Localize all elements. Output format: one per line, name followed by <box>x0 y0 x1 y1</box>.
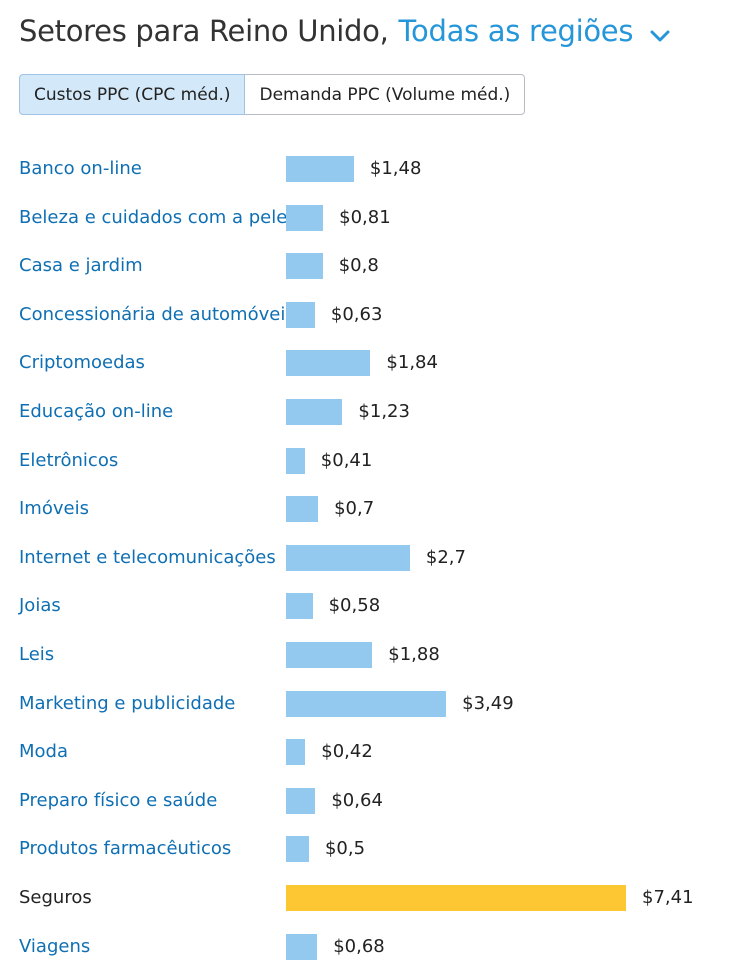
sector-row: Moda $0,42 <box>0 729 750 778</box>
sector-label[interactable]: Educação on-line <box>19 401 174 422</box>
page-header: Setores para Reino Unido, Todas as regiõ… <box>19 14 671 48</box>
sector-bar <box>286 933 318 960</box>
sector-label[interactable]: Beleza e cuidados com a pele <box>19 206 288 228</box>
sector-row: Leis $1,88 <box>0 632 750 681</box>
sector-bar <box>286 350 371 377</box>
sector-value-label: $1,23 <box>358 401 410 422</box>
sector-value-label: $0,41 <box>320 449 373 471</box>
sector-bar <box>286 156 354 182</box>
sector-row: Viagens $0,68 <box>0 924 750 972</box>
sector-row: Beleza e cuidados com a pele $0,81 <box>0 195 750 244</box>
sector-bar <box>286 739 306 766</box>
tab-ppc-costs[interactable]: Custos PPC (CPC méd.) <box>19 74 246 115</box>
sector-row: Educação on-line $1,23 <box>0 389 750 438</box>
sector-label[interactable]: Preparo físico e saúde <box>19 789 218 811</box>
sector-value-label: $0,81 <box>339 206 391 228</box>
sector-label[interactable]: Produtos farmacêuticos <box>19 838 232 860</box>
sector-row: Internet e telecomunicações $2,7 <box>0 535 750 584</box>
region-dropdown[interactable]: Todas as regiões <box>399 14 672 48</box>
sector-row: Preparo físico e saúde $0,64 <box>0 778 750 827</box>
tab-ppc-demand-label: Demanda PPC (Volume méd.) <box>259 84 511 105</box>
sector-label[interactable]: Joias <box>19 595 61 617</box>
sector-row: Imóveis $0,7 <box>0 486 750 535</box>
sector-row: Seguros $7,41 <box>0 875 750 924</box>
chevron-down-icon <box>649 20 671 42</box>
sector-row: Eletrônicos $0,41 <box>0 438 750 487</box>
sector-row: Concessionária de automóveis $0,63 <box>0 292 750 341</box>
sector-bar <box>286 496 319 523</box>
sector-row: Produtos farmacêuticos $0,5 <box>0 826 750 875</box>
sector-bar <box>286 301 315 328</box>
sector-label[interactable]: Criptomoedas <box>19 352 145 374</box>
sector-value-label: $0,64 <box>331 789 383 811</box>
sector-bar <box>286 544 410 571</box>
sector-row: Banco on-line $1,48 <box>0 146 750 195</box>
metric-tabs: Custos PPC (CPC méd.) Demanda PPC (Volum… <box>19 74 526 115</box>
sector-bar <box>286 447 305 474</box>
page-title: Setores para Reino Unido, <box>19 14 389 48</box>
sector-label[interactable]: Imóveis <box>19 498 89 520</box>
sector-value-label: $0,5 <box>324 838 366 860</box>
sector-row: Marketing e publicidade $3,49 <box>0 681 750 730</box>
sector-label[interactable]: Moda <box>19 741 68 763</box>
sector-label[interactable]: Viagens <box>19 935 91 957</box>
sector-label[interactable]: Internet e telecomunicações <box>19 546 276 568</box>
sector-label[interactable]: Eletrônicos <box>19 449 119 471</box>
sector-bar <box>286 253 323 280</box>
sector-value-label: $1,88 <box>388 644 440 665</box>
sector-value-label: $2,7 <box>425 546 466 568</box>
sector-row: Joias $0,58 <box>0 583 750 632</box>
sector-value-label: $0,42 <box>321 741 373 763</box>
sector-row: Casa e jardim $0,8 <box>0 243 750 292</box>
sector-value-label: $0,8 <box>338 255 379 277</box>
sector-value-label: $0,68 <box>333 935 385 957</box>
sector-value-label: $3,49 <box>462 692 514 714</box>
sector-label[interactable]: Concessionária de automóveis <box>19 303 295 325</box>
sector-value-label: $1,48 <box>369 158 422 179</box>
sector-bar <box>286 399 343 425</box>
sector-label[interactable]: Marketing e publicidade <box>19 692 236 714</box>
sector-bar <box>286 885 626 911</box>
sector-bar <box>286 787 316 814</box>
sector-bar <box>286 593 313 620</box>
sector-bar <box>286 642 373 668</box>
sector-value-label: $0,58 <box>328 595 381 617</box>
sector-bar <box>286 690 447 717</box>
sector-label[interactable]: Casa e jardim <box>19 255 143 277</box>
tab-ppc-costs-label: Custos PPC (CPC méd.) <box>34 84 231 105</box>
sector-label: Seguros <box>19 887 92 908</box>
sector-bar <box>286 204 324 231</box>
sector-label[interactable]: Banco on-line <box>19 158 142 179</box>
region-dropdown-label: Todas as regiões <box>398 14 634 48</box>
sector-value-label: $0,63 <box>330 303 383 325</box>
tab-ppc-demand[interactable]: Demanda PPC (Volume méd.) <box>245 74 526 115</box>
sector-value-label: $1,84 <box>386 352 438 374</box>
sector-value-label: $0,7 <box>334 498 375 520</box>
sector-row: Criptomoedas $1,84 <box>0 340 750 389</box>
sector-bar <box>286 836 309 863</box>
sector-label[interactable]: Leis <box>19 644 55 665</box>
sector-value-label: $7,41 <box>642 887 694 908</box>
